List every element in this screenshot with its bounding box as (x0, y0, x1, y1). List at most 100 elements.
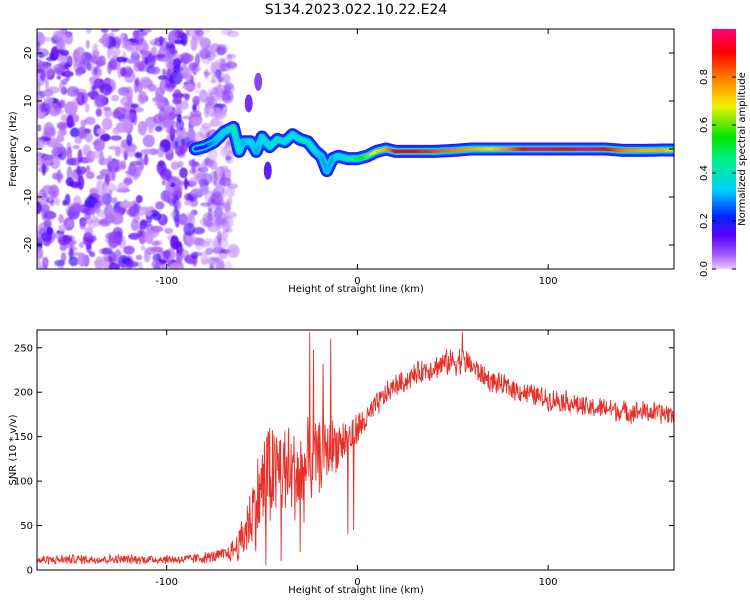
noise-blob (144, 29, 153, 33)
noise-blob (161, 68, 167, 76)
noise-blob (117, 182, 129, 191)
colorbar: 0.0 0.2 0.4 0.6 0.8 Normalized spectral ampl… (699, 29, 748, 277)
noise-blob (70, 202, 83, 213)
noise-blob (170, 262, 180, 269)
noise-blob (37, 48, 49, 58)
noise-blob (85, 103, 90, 113)
noise-blob (52, 108, 64, 115)
noise-blob (189, 176, 198, 186)
noise-blob (84, 235, 97, 243)
noise-blob (218, 250, 229, 259)
noise-blob (140, 148, 154, 155)
noise-blob (95, 94, 107, 107)
noise-blob (226, 185, 236, 198)
noise-blob (172, 57, 181, 69)
noise-blob (170, 182, 176, 188)
ridge-core (193, 125, 674, 173)
noise-blob (138, 261, 143, 269)
noise-blob (120, 160, 127, 170)
noise-blob (101, 247, 113, 255)
noise-blob (192, 227, 205, 235)
noise-blob (60, 252, 67, 263)
noise-blob (148, 125, 154, 133)
noise-blob (204, 157, 211, 166)
noise-blob (165, 59, 170, 68)
noise-blob (126, 173, 133, 179)
noise-blob (210, 241, 221, 256)
noise-blob (141, 42, 150, 52)
noise-blob (171, 235, 178, 241)
noise-blob (209, 90, 215, 96)
noise-blob (54, 259, 66, 267)
noise-blob (110, 29, 120, 32)
noise-blob (79, 59, 89, 71)
noise-blob (65, 67, 71, 82)
noise-blob (58, 224, 67, 233)
noise-blob (125, 261, 139, 268)
noise-blob (87, 92, 92, 97)
noise-blob (223, 261, 233, 269)
noise-blob (77, 126, 87, 140)
noise-blob (140, 245, 146, 251)
noise-blob (85, 39, 90, 49)
noise-blob (151, 46, 157, 56)
noise-blob (51, 148, 58, 159)
x-tick-label: 100 (539, 276, 558, 287)
noise-blob (114, 207, 126, 214)
noise-blob (48, 184, 60, 199)
noise-blob (85, 165, 91, 173)
noise-blob (147, 83, 157, 92)
colorbar-tick-label: 0.8 (699, 69, 710, 85)
noise-blob (183, 53, 194, 63)
colorbar-tick-label: 0.2 (699, 213, 710, 229)
noise-blob (37, 154, 43, 165)
noise-blob (206, 256, 217, 265)
noise-blob (41, 162, 47, 176)
noise-blob (78, 241, 85, 248)
noise-blob (78, 166, 87, 175)
noise-blob (51, 232, 63, 239)
noise-blob (214, 103, 226, 108)
noise-blob (41, 154, 55, 166)
noise-blob (149, 66, 161, 75)
y-tick-label: 50 (20, 521, 33, 532)
y-tick-label: -10 (23, 189, 34, 205)
noise-blob (63, 32, 74, 45)
noise-blob (204, 126, 211, 132)
noise-blob (84, 196, 98, 208)
noise-blob (94, 218, 100, 227)
noise-blob (110, 135, 122, 141)
noise-blob (37, 98, 40, 108)
noise-blob (197, 35, 207, 43)
noise-blob (57, 173, 64, 180)
noise-blob (125, 208, 136, 216)
noise-blob (77, 253, 89, 267)
noise-blob (184, 200, 192, 206)
noise-blob (64, 193, 71, 206)
noise-blob (150, 225, 164, 233)
noise-blob (227, 30, 239, 38)
noise-blob (75, 68, 83, 77)
noise-blob (40, 71, 46, 81)
noise-blob (213, 109, 227, 120)
noise-blob (116, 56, 127, 63)
noise-blob (39, 36, 52, 42)
noise-blob (174, 178, 182, 189)
noise-blob (214, 196, 226, 211)
noise-blob (95, 108, 103, 117)
noise-blob (213, 186, 225, 196)
noise-blob (94, 202, 101, 215)
noise-blob (123, 245, 135, 255)
noise-blob (93, 259, 102, 267)
noise-blob (226, 53, 237, 59)
noise-blob (110, 94, 120, 102)
noise-blob (174, 217, 180, 228)
noise-blob (114, 249, 122, 264)
noise-blob (106, 183, 117, 192)
noise-blob (209, 264, 214, 269)
noise-blob (230, 248, 237, 256)
noise-blob (155, 201, 165, 210)
figure-title: S134.2023.022.10.22.E24 (265, 2, 448, 18)
noise-blob (216, 46, 226, 56)
noise-blob (135, 254, 143, 260)
